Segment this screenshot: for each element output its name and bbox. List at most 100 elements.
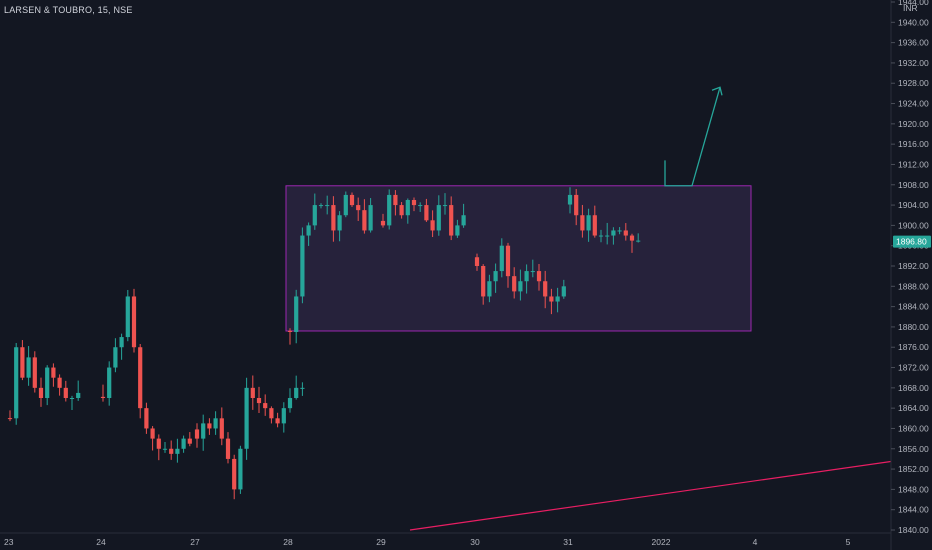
candle-body xyxy=(51,367,56,378)
candle-body xyxy=(300,387,305,389)
candle-body xyxy=(207,423,212,429)
candle-body xyxy=(76,392,81,398)
candle-body xyxy=(250,387,255,398)
candle-body xyxy=(387,194,392,226)
candle-body xyxy=(312,205,317,226)
candle-body xyxy=(393,194,398,206)
candle-body xyxy=(275,418,280,424)
candle-body xyxy=(349,194,355,206)
price-axis-label: 1900.00 xyxy=(898,220,929,230)
candle-body xyxy=(368,205,373,231)
candle-body xyxy=(586,215,591,231)
price-axis-label: 1844.00 xyxy=(898,505,929,515)
projection-arrow[interactable] xyxy=(664,87,721,187)
candle-body xyxy=(238,448,243,490)
candle-body xyxy=(536,271,542,282)
candle-body xyxy=(436,205,441,231)
candle-body xyxy=(281,408,286,424)
candle-body xyxy=(580,215,585,231)
range-rectangle[interactable] xyxy=(285,185,752,332)
candle-body xyxy=(430,220,435,231)
candle-body xyxy=(549,296,554,302)
price-axis-currency: INR xyxy=(903,3,918,13)
current-price-tag xyxy=(893,235,931,248)
candle-body xyxy=(26,357,31,378)
candle-body xyxy=(225,438,231,459)
symbol-header: LARSEN & TOUBRO, 15, NSE xyxy=(4,5,133,15)
candle-body xyxy=(356,205,361,211)
candle-body xyxy=(623,230,628,236)
candle-body xyxy=(592,215,597,236)
candle-body xyxy=(287,398,293,409)
candle-body xyxy=(555,296,560,302)
price-axis-label: 1868.00 xyxy=(898,383,929,393)
candle-body xyxy=(263,403,268,409)
candle-body xyxy=(629,235,635,241)
candle-body xyxy=(499,245,504,272)
candle-body xyxy=(69,398,75,399)
candle-body xyxy=(287,330,293,332)
candle-body xyxy=(318,205,324,207)
candle-body xyxy=(405,200,410,216)
candle-body xyxy=(201,423,206,439)
time-axis-label: 23 xyxy=(4,537,14,547)
price-axis-label: 1864.00 xyxy=(898,403,929,413)
price-axis-label: 1928.00 xyxy=(898,78,929,88)
price-axis-label: 1892.00 xyxy=(898,261,929,271)
candle-body xyxy=(380,220,386,226)
candle-body xyxy=(399,205,404,216)
price-axis-label: 1916.00 xyxy=(898,139,929,149)
candle-body xyxy=(343,194,348,216)
price-axis-label: 1932.00 xyxy=(898,58,929,68)
candle-body xyxy=(611,230,616,236)
price-axis-label: 1880.00 xyxy=(898,322,929,332)
price-axis-label: 1940.00 xyxy=(898,17,929,27)
price-axis-label: 1856.00 xyxy=(898,444,929,454)
candle-body xyxy=(461,215,466,226)
candle-body xyxy=(45,367,50,398)
time-axis-label: 29 xyxy=(376,537,386,547)
price-axis-label: 1920.00 xyxy=(898,119,929,129)
candle-body xyxy=(162,448,168,450)
candle-body xyxy=(194,429,200,439)
candle-body xyxy=(481,266,486,297)
candle-body xyxy=(337,215,342,231)
candle-body xyxy=(617,230,622,232)
header-separator-2: , xyxy=(108,5,114,15)
price-axis-label: 1840.00 xyxy=(898,525,929,535)
candle-body xyxy=(442,205,448,207)
trendline[interactable] xyxy=(409,460,892,531)
price-axis-label: 1876.00 xyxy=(898,342,929,352)
candle-body xyxy=(113,347,118,368)
candle-body xyxy=(175,448,180,454)
candle-body xyxy=(169,448,174,454)
candle-body xyxy=(331,205,336,231)
candle-body xyxy=(524,271,529,282)
header-separator-1: , xyxy=(92,5,98,15)
candle-body xyxy=(455,225,460,236)
candle-body xyxy=(449,205,454,236)
candle-body xyxy=(567,194,573,205)
symbol-exchange: NSE xyxy=(113,5,133,15)
time-axis-label: 24 xyxy=(96,537,106,547)
candle-body xyxy=(107,367,112,398)
candle-body xyxy=(300,235,305,297)
candle-body xyxy=(219,418,224,439)
candle-body xyxy=(325,205,330,207)
price-axis-label: 1852.00 xyxy=(898,464,929,474)
time-axis-label: 2022 xyxy=(652,537,671,547)
candle-body xyxy=(38,387,44,398)
candle-body xyxy=(100,396,106,398)
candle-body xyxy=(256,398,262,404)
candle-body xyxy=(411,200,417,206)
candle-body xyxy=(131,296,137,348)
price-axis-label: 1904.00 xyxy=(898,200,929,210)
candle-body xyxy=(150,428,155,439)
price-axis-label: 1944.00 xyxy=(898,0,929,7)
candle-body xyxy=(138,347,143,409)
candle-body xyxy=(244,387,249,449)
candle-body xyxy=(156,438,161,449)
price-axis-label: 1912.00 xyxy=(898,159,929,169)
